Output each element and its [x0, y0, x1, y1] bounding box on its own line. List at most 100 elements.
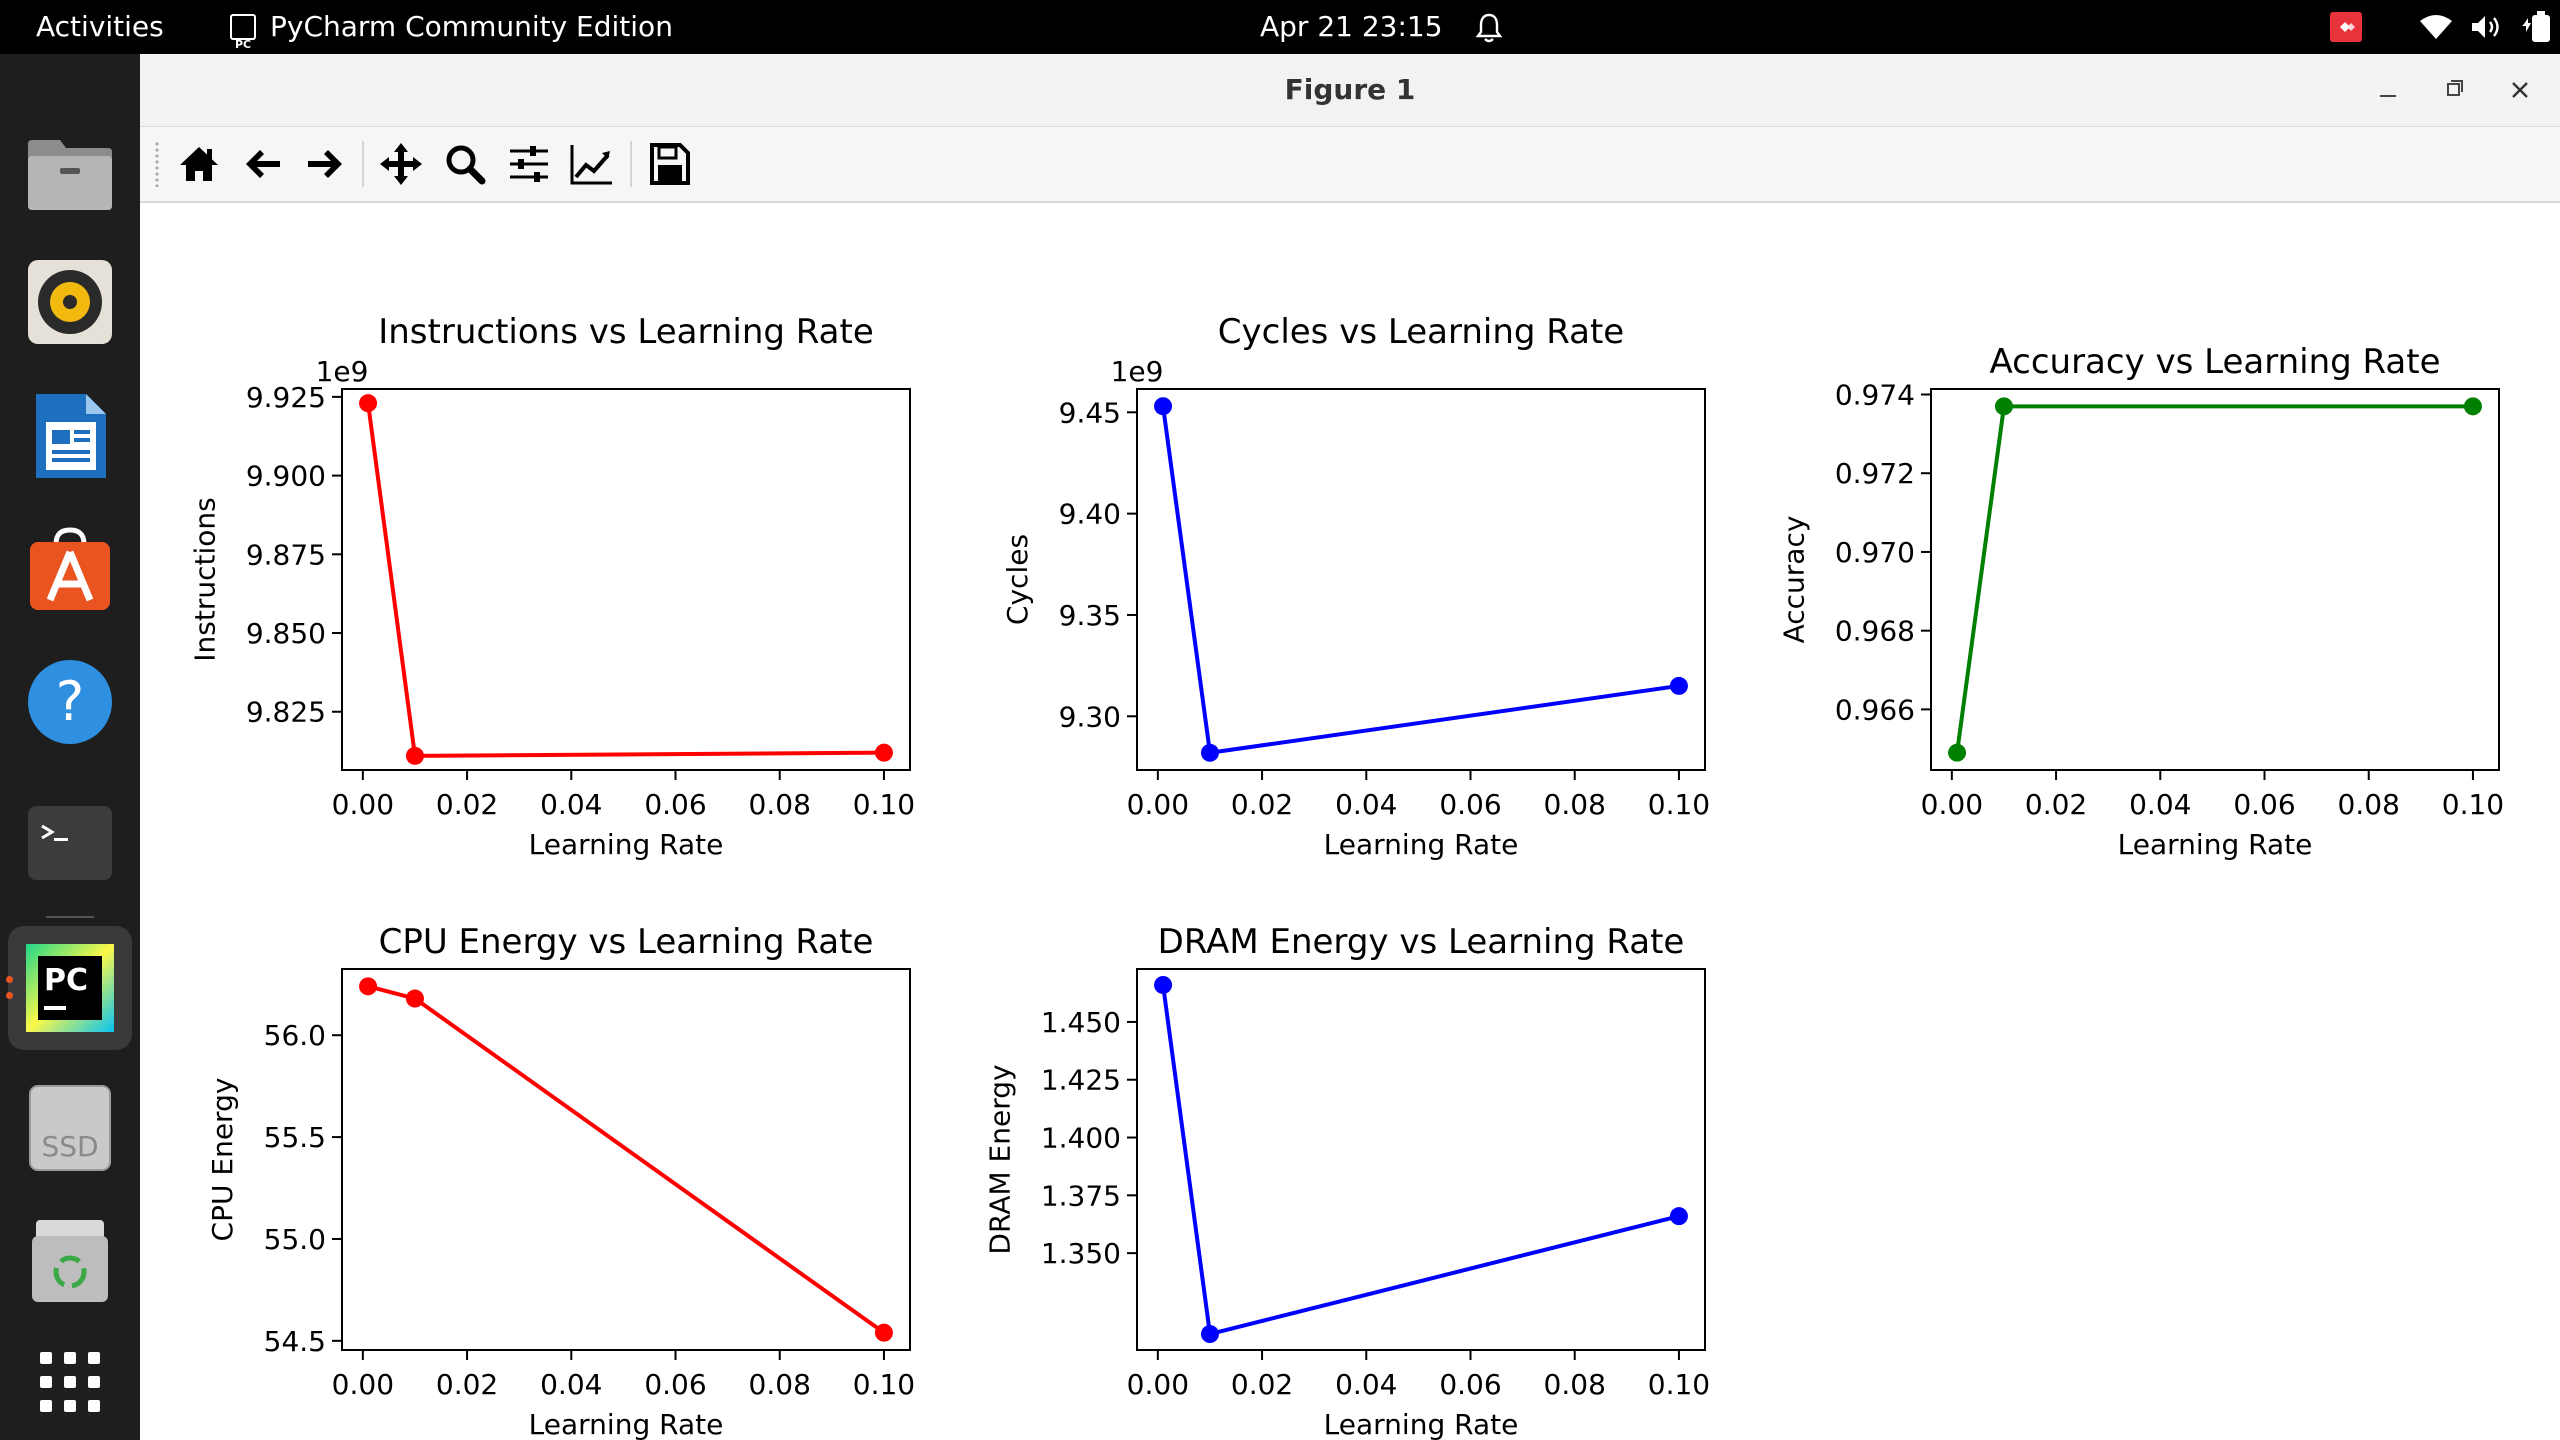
back-icon[interactable]: [238, 139, 288, 189]
data-point: [874, 743, 893, 762]
y-tick-label: 1.450: [1041, 1006, 1121, 1039]
x-tick-label: 0.02: [436, 788, 498, 821]
y-tick-label: 56.0: [264, 1019, 326, 1052]
y-axis-label: Instructions: [189, 497, 222, 661]
forward-icon[interactable]: [300, 139, 350, 189]
show-apps-icon[interactable]: [22, 1334, 118, 1430]
pycharm-app-icon: PC: [230, 14, 256, 51]
terminal-icon[interactable]: [22, 796, 118, 892]
chart-title: Cycles vs Learning Rate: [1218, 312, 1624, 352]
configure-subplots-icon[interactable]: [504, 139, 554, 189]
home-icon[interactable]: [174, 139, 224, 189]
help-icon[interactable]: ?: [22, 654, 118, 750]
y-tick-label: 1.375: [1041, 1179, 1121, 1212]
x-tick-label: 0.04: [2129, 788, 2191, 821]
x-tick-label: 0.00: [1127, 788, 1189, 821]
ssd-drive-icon[interactable]: SSD: [22, 1080, 118, 1176]
libreoffice-writer-icon[interactable]: [22, 388, 118, 484]
files-icon[interactable]: [22, 124, 118, 220]
axes-frame: [1930, 388, 2500, 771]
anydesk-icon[interactable]: [2330, 12, 2362, 42]
zoom-icon[interactable]: [440, 139, 490, 189]
pycharm-icon[interactable]: PC: [22, 940, 118, 1036]
chart-title: Instructions vs Learning Rate: [378, 312, 874, 352]
save-icon[interactable]: [644, 139, 694, 189]
y-tick-label: 0.966: [1835, 693, 1915, 726]
toolbar-separator: [630, 141, 632, 187]
x-tick-label: 0.06: [644, 1368, 706, 1401]
rhythmbox-icon[interactable]: [22, 254, 118, 350]
minimize-icon[interactable]: [2370, 72, 2406, 108]
top-bar: Activities PC PyCharm Community Edition …: [0, 0, 2560, 54]
figure-svg: Instructions vs Learning Rate 1e9 0.00 0.02…: [189, 312, 2505, 1440]
x-tick-label: 0.00: [1127, 1368, 1189, 1401]
data-point: [1154, 397, 1173, 416]
data-point: [1200, 1325, 1219, 1344]
y-tick-label: 0.974: [1835, 379, 1915, 412]
battery-icon[interactable]: [2520, 10, 2554, 44]
y-tick-label: 9.825: [246, 696, 326, 729]
y-axis-label: DRAM Energy: [984, 1064, 1017, 1254]
data-point: [405, 989, 424, 1008]
ssd-label: SSD: [41, 1130, 98, 1163]
axes-frame: [1136, 388, 1706, 771]
data-point: [2463, 397, 2482, 416]
data-point: [1948, 743, 1967, 762]
y-axis-label: Cycles: [1001, 534, 1034, 625]
y-tick-label: 0.970: [1835, 536, 1915, 569]
chart-title: Accuracy vs Learning Rate: [1989, 342, 2440, 382]
notification-bell-icon[interactable]: [1474, 12, 1504, 44]
x-axis-label: Learning Rate: [1324, 828, 1519, 861]
data-point: [1154, 975, 1173, 994]
running-indicator: [6, 992, 13, 999]
wifi-icon[interactable]: [2420, 14, 2452, 40]
x-tick-label: 0.08: [1544, 788, 1606, 821]
close-icon[interactable]: [2502, 72, 2538, 108]
y-tick-label: 9.30: [1059, 700, 1121, 733]
pan-icon[interactable]: [376, 139, 426, 189]
axis-offset-label: 1e9: [1111, 355, 1164, 388]
y-tick-label: 9.35: [1059, 599, 1121, 632]
figure-canvas[interactable]: Instructions vs Learning Rate 1e9 0.00 0.02…: [140, 203, 2560, 1440]
activities-button[interactable]: Activities: [36, 10, 164, 43]
data-point: [1669, 676, 1688, 695]
y-tick-label: 55.5: [264, 1121, 326, 1154]
volume-icon[interactable]: [2470, 14, 2504, 40]
y-tick-label: 9.875: [246, 538, 326, 571]
axes-frame: [341, 388, 911, 771]
series-line: [1161, 405, 1680, 755]
system-tray[interactable]: [2300, 0, 2560, 54]
window-title: Figure 1: [1284, 73, 1416, 106]
x-tick-label: 0.04: [1335, 1368, 1397, 1401]
dock-separator: [46, 916, 94, 918]
navigation-toolbar: [140, 127, 2560, 203]
axis-offset-label: 1e9: [316, 355, 369, 388]
y-axis-label: Accuracy: [1778, 516, 1811, 644]
chart-title: DRAM Energy vs Learning Rate: [1158, 922, 1685, 962]
edit-axis-icon[interactable]: [566, 139, 616, 189]
data-point: [359, 394, 378, 413]
data-point: [405, 746, 424, 765]
x-tick-label: 0.10: [853, 788, 915, 821]
data-point: [1669, 1207, 1688, 1226]
dock: ? PC SSD: [0, 54, 140, 1440]
toolbar-separator: [362, 141, 364, 187]
x-tick-label: 0.10: [853, 1368, 915, 1401]
x-tick-label: 0.04: [540, 788, 602, 821]
maximize-icon[interactable]: [2436, 72, 2472, 108]
x-tick-label: 0.00: [1921, 788, 1983, 821]
toolbar-grip[interactable]: [154, 141, 160, 187]
app-center-icon[interactable]: [22, 520, 118, 616]
window-titlebar[interactable]: Figure 1: [140, 54, 2560, 127]
clock[interactable]: Apr 21 23:15: [1260, 10, 1443, 43]
app-menu[interactable]: PC PyCharm Community Edition: [230, 0, 673, 54]
x-tick-label: 0.06: [1439, 788, 1501, 821]
data-point: [359, 977, 378, 996]
x-tick-label: 0.08: [749, 788, 811, 821]
trash-icon[interactable]: [22, 1214, 118, 1310]
axes-frame: [341, 968, 911, 1351]
x-tick-label: 0.08: [749, 1368, 811, 1401]
x-tick-label: 0.02: [2025, 788, 2087, 821]
y-tick-label: 1.350: [1041, 1237, 1121, 1270]
x-axis-label: Learning Rate: [2118, 828, 2313, 861]
